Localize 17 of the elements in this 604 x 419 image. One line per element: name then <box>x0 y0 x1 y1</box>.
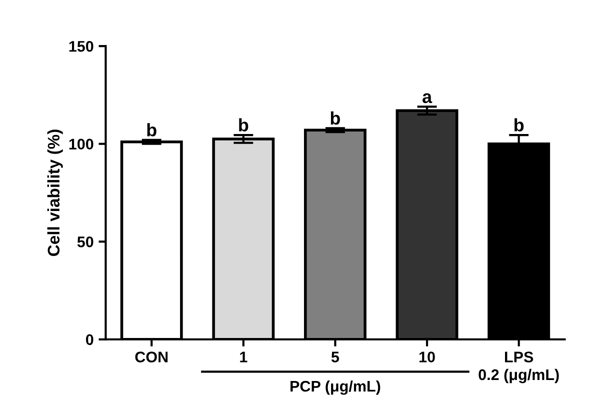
annotation: b <box>330 111 340 125</box>
y-tick-label: 100 <box>69 138 94 150</box>
x-tick-label: 10 <box>419 352 435 362</box>
x-tick-label: LPS <box>505 352 534 362</box>
text: 0.2 (μg/mL) <box>478 368 559 384</box>
text: PCP (μg/mL) <box>290 380 380 395</box>
y-tick-label: 150 <box>69 40 94 52</box>
x-tick-label: 5 <box>331 352 340 362</box>
annotation: b <box>239 118 248 132</box>
y-tick-label: 0 <box>86 334 94 346</box>
annotation: b <box>147 123 156 136</box>
annotation: b <box>514 118 524 132</box>
y-axis-title: Cell viability (%) <box>47 130 63 256</box>
x-tick-label: 1 <box>240 352 248 362</box>
annotation: a <box>422 93 432 104</box>
y-tick-label: 50 <box>77 236 94 248</box>
x-tick-label: CON <box>135 352 168 362</box>
